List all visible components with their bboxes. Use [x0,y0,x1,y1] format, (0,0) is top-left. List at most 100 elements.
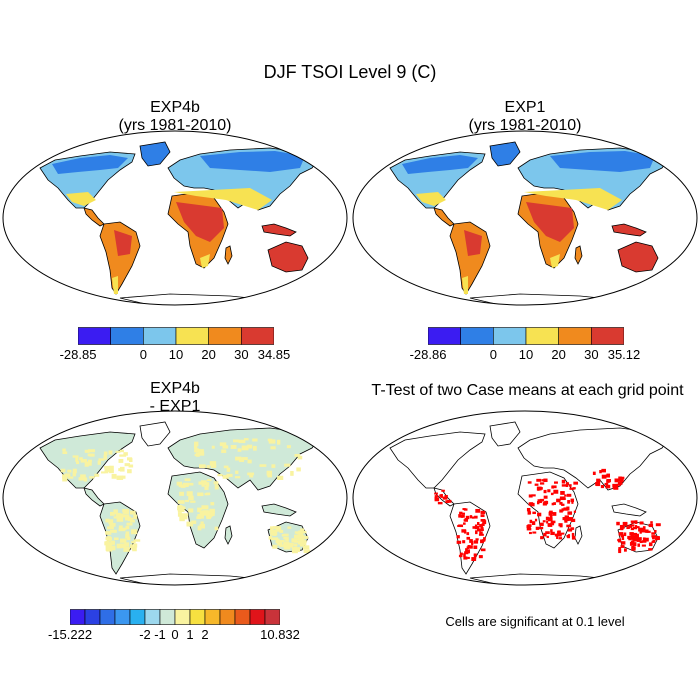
colorbar-swatch [525,327,559,345]
significant-cell [447,499,452,503]
diff-cell [184,478,191,482]
significant-cell [629,541,633,546]
colorbar-swatch [110,327,144,345]
diff-cell [247,472,255,476]
significant-cell [572,519,575,523]
significant-cell [459,524,464,528]
mild-region-subtropics [174,188,272,210]
diff-cell [302,541,307,546]
significant-cell [550,521,555,526]
diff-cell [105,467,112,472]
significant-cell [543,532,547,537]
diff-cell [276,540,283,544]
map-border [2,130,348,306]
significant-cell [618,549,622,554]
significant-cell [648,542,653,547]
significant-cell [434,492,438,495]
diff-cell [103,454,108,460]
significant-cell [466,532,470,536]
diff-cell [116,543,123,549]
colorbar-swatch [99,609,116,625]
diff-cell [119,454,127,457]
significant-cell [556,535,559,539]
diff-cell [292,548,297,553]
diff-cell [226,467,231,472]
diff-cell [105,531,112,535]
land-madagascar [224,245,233,265]
diff-cell [188,508,194,513]
significant-cell [651,540,655,543]
diff-cell [125,533,130,539]
significant-cell [612,483,618,488]
diff-cell [106,536,111,541]
diff-cell [126,536,131,541]
diff-cell [62,477,68,482]
diff-cell [188,495,194,501]
diff-cell [110,545,116,551]
significant-cell [434,496,438,501]
diff-cell [272,526,280,529]
colorbar-swatch [114,609,131,625]
diff-cell [177,507,185,513]
diff-cell [235,470,239,474]
diff-cell [217,473,223,477]
map-border [2,410,348,586]
significant-cell [463,553,466,557]
significant-cell [480,524,483,528]
significant-cell [628,524,632,528]
diff-cell [122,475,126,479]
significant-cell [547,517,553,522]
significant-cell [458,554,463,558]
diff-cell [128,458,133,462]
diff-cell [266,470,273,476]
diff-cell [303,540,307,543]
map-border [352,410,698,586]
panel-title-exp1-line2: (yrs 1981-2010) [468,117,582,134]
colorbar-tick-label: 10 [168,347,184,362]
significant-cell [654,530,657,533]
diff-cell [109,511,115,516]
diff-cell [301,536,309,539]
significant-cell [552,512,557,516]
significant-cell [561,503,565,506]
diff-cell [125,525,130,530]
colorbar-swatch [70,609,86,625]
significant-cell [471,557,476,561]
diff-cell [206,465,210,469]
diff-cell [124,463,131,467]
significant-cell [471,542,474,546]
colorbar-swatch [219,609,236,625]
significant-cell [558,537,563,540]
significant-cell [526,507,531,512]
diff-cell [94,473,100,477]
significant-cell [639,521,644,525]
significant-cell [563,507,569,511]
diff-cell [105,542,112,548]
diff-cell [296,467,301,472]
significant-cell [635,526,640,529]
significant-cell [570,498,575,503]
diff-cell [222,475,229,479]
significant-cell [625,522,628,525]
significant-cell [639,537,642,541]
colorbar-swatch [144,609,161,625]
map-diff [2,410,348,586]
significant-cell [638,527,643,532]
diff-cell [226,473,233,477]
significant-cell [529,519,533,524]
significant-cell [543,478,548,483]
significant-cell [550,529,553,533]
significant-cell [564,515,570,519]
diff-cell [291,547,297,550]
significant-cell [655,523,661,527]
significant-cell [543,489,547,494]
significant-cell [473,545,478,549]
significant-cell [551,502,555,506]
land-centralAmerica [83,487,105,507]
colorbar-tick-label: -15.222 [47,627,93,642]
significant-cell [571,501,574,504]
diff-cell [185,499,190,503]
significant-cell [651,532,655,535]
land-greenland [139,141,171,167]
significant-cell [618,532,624,536]
